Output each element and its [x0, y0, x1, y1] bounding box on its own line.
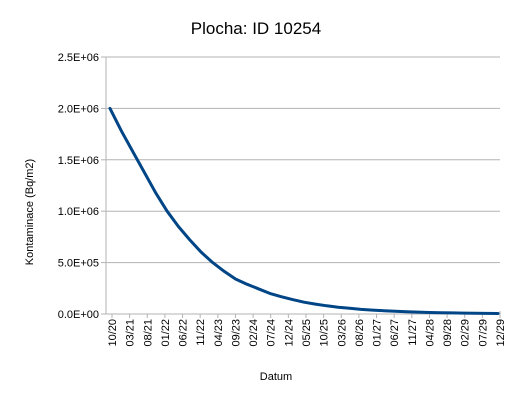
- x-tick-label: 03/21: [125, 319, 137, 347]
- y-tick-label: 1.0E+06: [58, 206, 99, 218]
- x-tick-label: 09/28: [442, 319, 454, 347]
- x-tick-label: 02/24: [248, 319, 260, 347]
- x-tick-label: 03/26: [336, 319, 348, 347]
- y-axis-label: Kontaminace (Bq/m2): [24, 159, 36, 265]
- x-tick-label: 08/26: [354, 319, 366, 347]
- x-tick-label: 04/28: [424, 319, 436, 347]
- x-tick-label: 02/29: [460, 319, 472, 347]
- x-tick-labels: 10/20 03/21 08/21 01/22 06/22 11/22 04/23 09/23…: [107, 319, 507, 347]
- y-tick-label: 5.0E+05: [58, 258, 99, 270]
- y-tick-label: 2.0E+06: [58, 103, 99, 115]
- y-tick-labels: 0.0E+00 5.0E+05 1.0E+06 1.5E+06 2.0E+06 2.5E+…: [58, 52, 99, 321]
- x-tick-label: 04/23: [213, 319, 225, 347]
- x-tick-label: 12/24: [283, 319, 295, 347]
- y-tick-label: 0.0E+00: [58, 309, 99, 321]
- y-tick-label: 2.5E+06: [58, 52, 99, 64]
- x-tick-label: 11/22: [195, 319, 207, 346]
- gridlines: [106, 57, 500, 314]
- x-tick-label: 06/22: [178, 319, 190, 347]
- x-tick-label: 08/21: [142, 319, 154, 347]
- y-tick-label: 1.5E+06: [58, 155, 99, 167]
- x-tick-label: 11/27: [407, 319, 419, 346]
- x-tick-label: 10/20: [107, 319, 119, 347]
- x-tick-label: 09/23: [230, 319, 242, 347]
- x-tick-label: 10/25: [319, 319, 331, 347]
- x-axis-label: Datum: [260, 371, 292, 383]
- x-tick-label: 07/24: [266, 319, 278, 347]
- x-tick-label: 06/27: [389, 319, 401, 347]
- x-tick-label: 01/22: [160, 319, 172, 347]
- x-tick-label: 01/27: [372, 319, 384, 347]
- x-tick-label: 07/29: [477, 319, 489, 347]
- axes: [101, 57, 500, 318]
- x-tick-label: 12/29: [495, 319, 507, 347]
- chart-title: Plocha: ID 10254: [191, 19, 321, 38]
- x-tick-label: 05/25: [301, 319, 313, 347]
